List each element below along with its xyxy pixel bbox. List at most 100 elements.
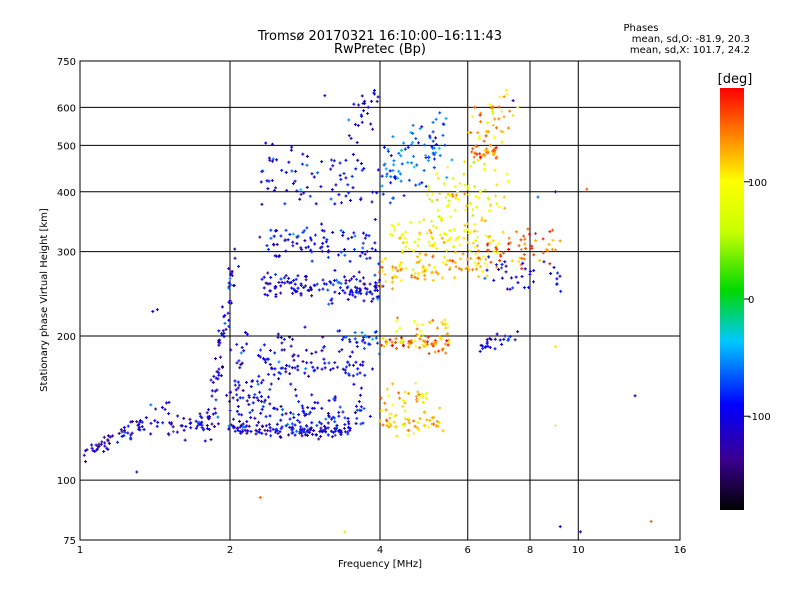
- echo-point: [406, 433, 410, 437]
- echo-point: [444, 195, 448, 199]
- echo-point: [275, 158, 279, 162]
- echo-point: [438, 154, 442, 158]
- echo-point: [231, 396, 235, 400]
- echo-point: [431, 130, 435, 134]
- echo-point: [421, 400, 425, 404]
- echo-point: [458, 182, 462, 186]
- echo-point: [522, 234, 526, 238]
- echo-point: [320, 249, 324, 253]
- echo-point: [350, 235, 354, 239]
- echo-point: [355, 345, 359, 349]
- echo-point: [411, 140, 415, 144]
- echo-point: [427, 188, 431, 192]
- echo-point: [292, 287, 296, 291]
- echo-point: [288, 335, 292, 339]
- echo-point: [442, 122, 446, 126]
- echo-point: [324, 282, 328, 286]
- echo-point: [339, 250, 343, 254]
- echo-point: [465, 228, 469, 232]
- echo-point: [211, 380, 215, 384]
- echo-point: [424, 253, 428, 257]
- echo-point: [270, 367, 274, 371]
- echo-point: [446, 165, 450, 169]
- echo-point: [415, 261, 419, 265]
- echo-point: [326, 288, 330, 292]
- echo-point: [316, 171, 320, 175]
- echo-point: [286, 422, 290, 426]
- echo-point: [387, 412, 391, 416]
- echo-point: [169, 422, 173, 426]
- echo-point: [323, 424, 327, 428]
- echo-point: [287, 276, 291, 280]
- echo-point: [455, 236, 459, 240]
- echo-point: [291, 232, 295, 236]
- echo-point: [233, 247, 237, 251]
- echo-point: [446, 325, 450, 329]
- echo-point: [431, 318, 435, 322]
- echo-point: [300, 404, 304, 408]
- echo-point: [375, 191, 379, 195]
- echo-point: [452, 228, 456, 232]
- echo-point: [285, 189, 289, 193]
- echo-point: [237, 412, 241, 416]
- echo-point: [483, 167, 487, 171]
- echo-point: [532, 253, 536, 257]
- echo-point: [410, 161, 414, 165]
- echo-point: [403, 401, 407, 405]
- echo-point: [316, 366, 320, 370]
- echo-point: [495, 332, 499, 336]
- echo-point: [329, 158, 333, 162]
- echo-point: [274, 273, 278, 277]
- echo-point: [348, 355, 352, 359]
- echo-point: [296, 286, 300, 290]
- echo-point: [119, 428, 123, 432]
- echo-point: [329, 298, 333, 302]
- echo-point: [301, 360, 305, 364]
- echo-point: [448, 215, 452, 219]
- echo-point: [423, 277, 427, 281]
- echo-point: [495, 155, 499, 159]
- echo-point: [332, 397, 336, 401]
- echo-point: [472, 155, 476, 159]
- echo-point: [90, 443, 94, 447]
- echo-point: [365, 249, 369, 253]
- echo-point: [382, 145, 386, 149]
- echo-point: [363, 236, 367, 240]
- echo-point: [309, 426, 313, 430]
- echo-point: [303, 325, 307, 329]
- echo-point: [106, 438, 110, 442]
- echo-point: [267, 422, 271, 426]
- echo-point: [390, 340, 394, 344]
- echo-point: [236, 404, 240, 408]
- echo-point: [424, 153, 428, 157]
- echo-point: [399, 179, 403, 183]
- echo-point: [399, 336, 403, 340]
- echo-point: [407, 247, 411, 251]
- echo-point: [102, 435, 106, 439]
- echo-point: [437, 349, 441, 353]
- echo-point: [486, 235, 490, 239]
- echo-point: [287, 433, 291, 437]
- echo-point: [320, 160, 324, 164]
- echo-point: [337, 193, 341, 197]
- echo-point: [347, 118, 351, 122]
- echo-point: [319, 422, 323, 426]
- echo-point: [413, 424, 417, 428]
- echo-point: [478, 134, 482, 138]
- echo-point: [306, 428, 310, 432]
- echo-point: [317, 288, 321, 292]
- echo-point: [392, 159, 396, 163]
- echo-point: [431, 278, 435, 282]
- echo-point: [100, 440, 104, 444]
- echo-point: [333, 420, 337, 424]
- echo-point: [417, 182, 421, 186]
- echo-point: [401, 343, 405, 347]
- echo-point: [238, 425, 242, 429]
- echo-point: [412, 419, 416, 423]
- echo-point: [107, 441, 111, 445]
- echo-point: [269, 236, 273, 240]
- echo-point: [292, 278, 296, 282]
- echo-point: [254, 432, 258, 436]
- echo-point: [279, 366, 283, 370]
- echo-point: [312, 175, 316, 179]
